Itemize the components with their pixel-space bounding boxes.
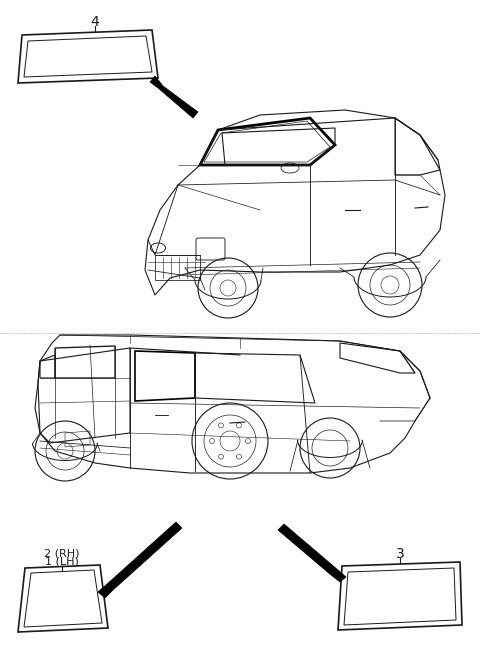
Text: 2 (RH): 2 (RH) bbox=[44, 549, 80, 559]
Polygon shape bbox=[278, 524, 346, 582]
Text: 1 (LH): 1 (LH) bbox=[45, 557, 79, 567]
Polygon shape bbox=[98, 522, 182, 598]
Polygon shape bbox=[150, 76, 198, 118]
Text: 3: 3 bbox=[396, 547, 404, 561]
Text: 4: 4 bbox=[91, 15, 99, 29]
